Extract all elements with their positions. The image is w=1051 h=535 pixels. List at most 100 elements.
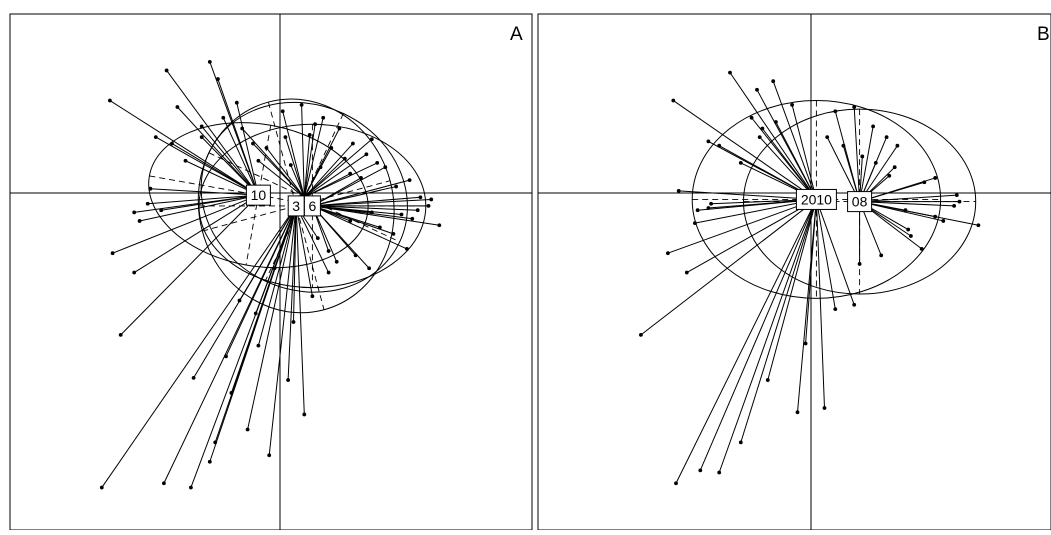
panel-a-letter: A xyxy=(510,24,523,45)
star-spoke xyxy=(295,205,305,415)
data-point xyxy=(272,266,277,271)
star-spoke xyxy=(859,194,957,203)
star-spoke xyxy=(284,136,305,198)
star-spoke xyxy=(201,126,259,196)
star-spoke xyxy=(762,128,817,200)
data-point xyxy=(283,135,288,140)
data-point xyxy=(229,391,234,395)
data-point xyxy=(245,427,250,432)
data-point xyxy=(676,188,681,193)
group-label: 6 xyxy=(309,198,317,214)
star-spoke xyxy=(209,61,259,196)
data-point xyxy=(375,161,380,165)
star-spoke xyxy=(247,205,297,430)
panel-b-letter: B xyxy=(1037,24,1050,45)
star-spoke xyxy=(312,205,370,269)
group-label-box xyxy=(303,195,321,217)
star-spoke xyxy=(815,199,855,305)
data-point xyxy=(342,156,347,161)
data-point xyxy=(329,145,334,150)
data-point xyxy=(132,210,137,215)
data-point xyxy=(795,410,800,415)
star-spoke xyxy=(139,194,259,222)
data-point xyxy=(148,186,153,191)
data-point xyxy=(437,223,442,228)
data-point xyxy=(207,459,212,464)
ellipse-axis-minor xyxy=(267,101,325,310)
data-point xyxy=(348,171,353,176)
data-point xyxy=(310,294,315,299)
star-spoke xyxy=(225,205,297,357)
data-point xyxy=(256,343,261,348)
data-point xyxy=(159,208,164,213)
star-spoke xyxy=(109,100,259,196)
star-spoke xyxy=(775,121,817,200)
data-point xyxy=(418,195,423,200)
star-spoke xyxy=(222,117,259,196)
star-spoke xyxy=(312,198,432,207)
data-point xyxy=(286,378,290,382)
data-point xyxy=(359,176,363,180)
data-point xyxy=(253,311,258,316)
star-spoke xyxy=(290,164,305,198)
data-point xyxy=(852,105,857,109)
star-spoke xyxy=(236,102,259,196)
data-point xyxy=(337,126,342,131)
star-spoke xyxy=(312,205,408,250)
data-point xyxy=(933,214,938,219)
data-point xyxy=(771,79,776,84)
panel-b-points xyxy=(639,70,981,486)
star-spoke xyxy=(859,201,955,207)
panel-b-ellipses xyxy=(691,100,977,299)
data-point xyxy=(906,227,911,232)
panel-a-points xyxy=(99,59,442,490)
data-point xyxy=(774,120,778,124)
data-point xyxy=(110,251,115,256)
star-spoke xyxy=(287,205,297,381)
data-point xyxy=(825,135,830,140)
data-point xyxy=(871,124,875,129)
data-point xyxy=(852,302,857,307)
data-point xyxy=(137,219,142,223)
star-spoke xyxy=(293,205,297,323)
data-point xyxy=(234,100,239,105)
data-point xyxy=(887,173,892,178)
star-spoke xyxy=(282,111,305,198)
star-spoke xyxy=(772,81,817,200)
star-spoke xyxy=(767,199,817,381)
star-spoke xyxy=(266,147,305,198)
data-point xyxy=(833,109,838,114)
data-point xyxy=(326,249,331,253)
data-point xyxy=(879,253,884,258)
star-spoke xyxy=(301,104,305,198)
group-label-box xyxy=(847,191,873,213)
data-point xyxy=(367,266,371,271)
star-spoke xyxy=(120,194,259,336)
data-point xyxy=(251,141,255,146)
data-point xyxy=(426,204,431,208)
data-point xyxy=(118,333,123,337)
star-spoke xyxy=(252,143,305,198)
data-point xyxy=(383,165,388,170)
star-spoke xyxy=(133,194,259,273)
data-point xyxy=(922,180,927,185)
star-spoke xyxy=(312,205,381,228)
data-point xyxy=(216,77,220,81)
star-spoke xyxy=(312,205,418,211)
star-spoke xyxy=(171,143,259,196)
data-point xyxy=(280,109,285,114)
data-point xyxy=(175,105,180,109)
data-point xyxy=(757,135,762,140)
data-point xyxy=(302,412,307,417)
data-point xyxy=(738,440,743,445)
data-point xyxy=(857,262,862,266)
data-point xyxy=(755,87,759,92)
data-point xyxy=(671,98,676,103)
data-point xyxy=(833,307,838,311)
data-point xyxy=(674,481,678,486)
data-point xyxy=(954,193,959,198)
data-point xyxy=(933,176,938,180)
data-point xyxy=(199,135,204,140)
star-spoke xyxy=(740,199,817,443)
data-point xyxy=(189,485,193,490)
